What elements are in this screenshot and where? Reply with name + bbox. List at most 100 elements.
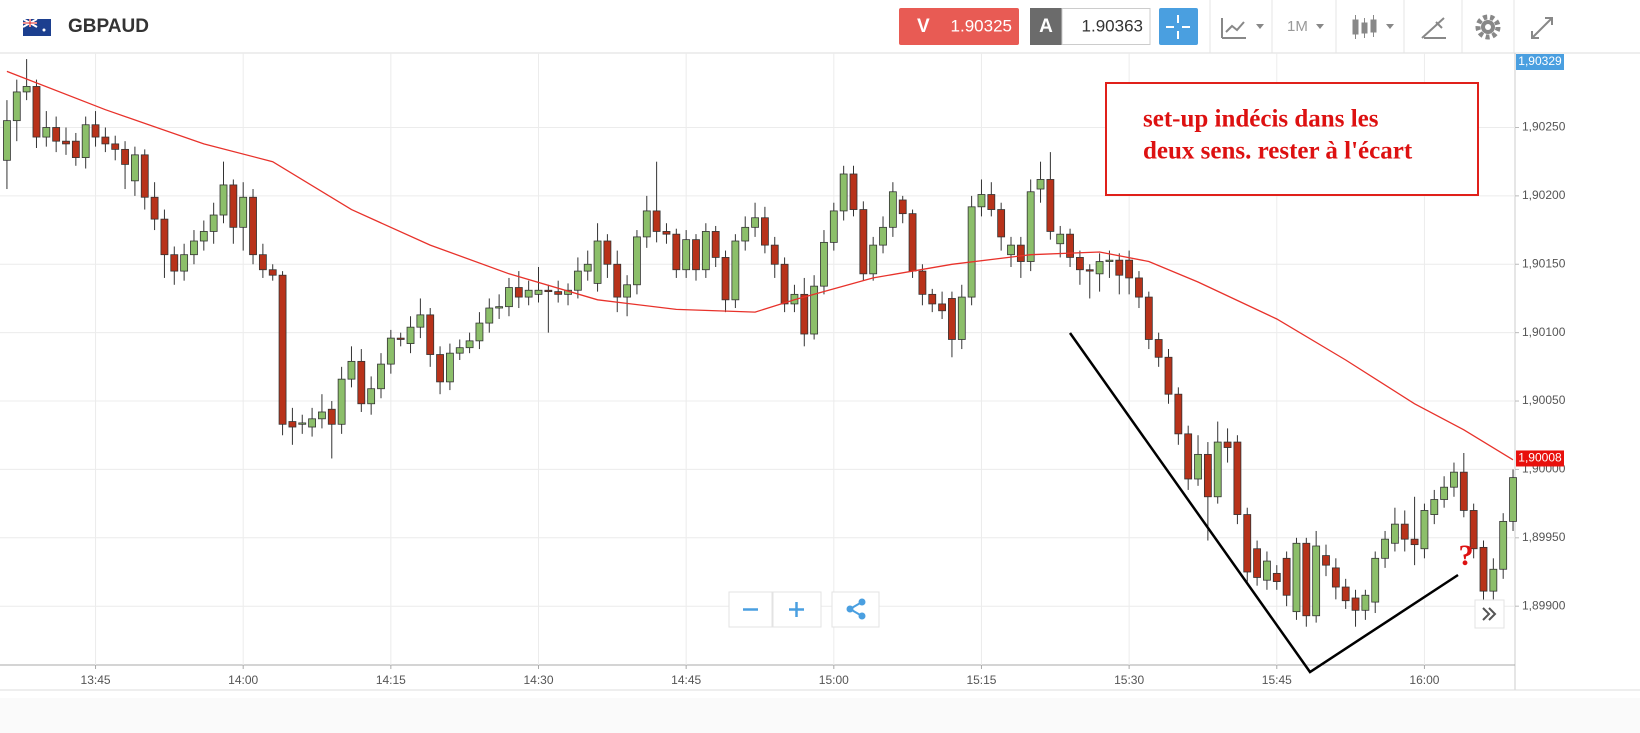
fullscreen-button[interactable]	[1531, 17, 1553, 39]
candle-body	[977, 194, 986, 208]
candle-body	[1223, 441, 1232, 448]
candle-body	[534, 289, 543, 295]
y-tick-label: 1,90200	[1522, 188, 1566, 202]
candle-body	[810, 285, 819, 335]
candle-body	[455, 347, 464, 354]
candle-body	[199, 231, 208, 242]
candle-body	[219, 184, 228, 216]
candle-body	[1410, 538, 1419, 546]
candle-body	[1253, 548, 1261, 578]
candle-body	[682, 239, 691, 271]
candle-body	[1174, 393, 1183, 435]
candle-body	[1440, 486, 1449, 500]
candle-body	[327, 408, 336, 425]
candle-body	[751, 217, 759, 228]
candle-body	[1115, 259, 1124, 276]
candle-body	[800, 293, 809, 335]
candle-body	[731, 240, 740, 301]
candle-body	[1016, 244, 1025, 262]
y-tick-label: 1,90050	[1522, 393, 1566, 407]
candle-body	[446, 352, 454, 383]
candle-body	[505, 287, 513, 308]
y-tick-label: 1,89900	[1522, 598, 1566, 612]
candle-body	[288, 421, 297, 428]
candle-body	[514, 287, 523, 298]
candle-body	[948, 298, 956, 340]
candle-body	[1479, 546, 1488, 592]
candle-body	[229, 184, 238, 228]
candle-body	[1351, 597, 1360, 611]
candle-body	[1331, 567, 1340, 588]
candle-body	[692, 239, 700, 271]
timeframe-button[interactable]: 1M	[1287, 18, 1324, 35]
x-tick-label: 16:00	[1409, 673, 1439, 687]
candle-body	[91, 124, 100, 138]
candle-body	[1203, 453, 1212, 498]
candle-body	[485, 307, 494, 324]
candle-body	[1450, 471, 1458, 488]
settings-button[interactable]	[1475, 14, 1501, 40]
candle-body	[869, 244, 878, 275]
x-tick-label: 15:15	[966, 673, 996, 687]
candle-body	[829, 210, 838, 243]
candle-body	[3, 120, 11, 161]
candle-body	[406, 326, 415, 344]
sell-price: 1.90325	[951, 16, 1012, 35]
candle-body	[377, 363, 385, 390]
scroll-right-button[interactable]	[1474, 599, 1505, 629]
candle-body	[357, 360, 366, 405]
candle-body	[160, 218, 169, 256]
zoom-in-button[interactable]	[772, 591, 822, 628]
candle-body	[278, 274, 287, 425]
sell-button[interactable]: V 1.90325	[899, 8, 1019, 45]
candle-body	[1312, 545, 1321, 617]
candle-body	[426, 314, 435, 355]
chart-type-button[interactable]	[1221, 18, 1264, 39]
price-marker-label: 1,90008	[1518, 451, 1562, 465]
candle-body	[1056, 233, 1065, 245]
candle-body	[475, 322, 484, 342]
symbol: GBPAUD	[68, 16, 149, 37]
candle-body	[239, 196, 248, 228]
y-tick-label: 1,89950	[1522, 530, 1566, 544]
candle-body	[386, 337, 395, 365]
candle-body	[1400, 523, 1409, 540]
candle-body	[1489, 568, 1498, 592]
x-tick-label: 14:45	[671, 673, 701, 687]
candle-body	[1341, 586, 1350, 602]
annotation-line: set-up indécis dans les	[1143, 106, 1379, 133]
annotation-line: deux sens. rester à l'écart	[1143, 138, 1413, 165]
annotation-box	[1105, 82, 1479, 196]
candle-body	[190, 240, 198, 256]
zoom-out-button[interactable]	[728, 591, 773, 628]
candle-body	[1135, 277, 1143, 298]
x-tick-label: 15:30	[1114, 673, 1144, 687]
candle-body	[770, 244, 779, 265]
candle-body	[298, 422, 307, 425]
price-marker-label: 1,90329	[1518, 54, 1562, 68]
candle-body	[839, 173, 848, 212]
draw-button[interactable]	[1421, 17, 1446, 39]
candle-body	[32, 86, 41, 138]
crosshair-button[interactable]	[1159, 8, 1198, 45]
share-button[interactable]	[831, 591, 880, 628]
candle-body	[367, 388, 376, 405]
candle-body	[721, 257, 730, 301]
sell-label: V	[917, 16, 930, 37]
price-marker	[1516, 450, 1564, 467]
candle-body	[1302, 542, 1311, 617]
buy-button[interactable]: A 1.90363	[1030, 8, 1151, 45]
candle-body	[908, 213, 917, 272]
candle-body	[1233, 441, 1242, 515]
candle-body	[997, 209, 1006, 238]
candle-body	[1391, 523, 1399, 544]
candle-body	[573, 270, 582, 291]
candles-button[interactable]	[1352, 15, 1394, 39]
candle-body	[131, 154, 139, 182]
candle-body	[1263, 560, 1271, 581]
candle-body	[928, 293, 937, 305]
candle-body	[495, 306, 504, 309]
candle-body	[613, 263, 622, 298]
candle-body	[1144, 296, 1153, 340]
